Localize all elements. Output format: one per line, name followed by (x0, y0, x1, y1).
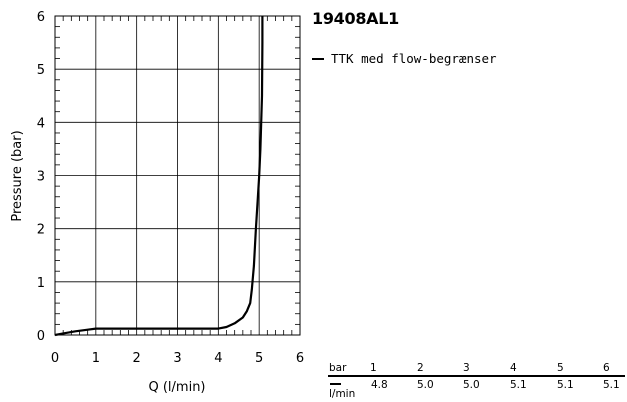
y-tick-labels: 0 1 2 3 4 5 6 (37, 10, 45, 344)
x-tick-label: 6 (296, 351, 304, 366)
table-unit-label: l/min (329, 388, 356, 400)
y-tick-label: 3 (37, 170, 45, 185)
x-tick-label: 5 (255, 351, 263, 366)
y-tick-label: 2 (37, 223, 45, 238)
legend-label: TTK med flow-begrænser (331, 51, 497, 66)
table-pressure-cell: 2 (417, 362, 424, 374)
table-flow-cell: 5.1 (557, 379, 574, 391)
x-tick-label: 1 (92, 351, 100, 366)
series-layer (54, 16, 264, 337)
table-pressure-cell: 1 (370, 362, 377, 374)
series-line (54, 16, 264, 337)
table-pressure-cell: 4 (510, 362, 517, 374)
table-flow-cell: 5.1 (510, 379, 527, 391)
table-flow-cell: 5.1 (603, 379, 620, 391)
x-tick-label: 3 (173, 351, 181, 366)
table-flow-cell: 4.8 (371, 379, 388, 391)
table-flow-cell: 5.0 (463, 379, 480, 391)
x-tick-label: 4 (214, 351, 222, 366)
table-series-swatch (330, 383, 341, 385)
pressure-flow-table: bar 1 2 3 4 5 6 4.8 5.0 5.0 5.1 5.1 5.1 … (328, 362, 625, 402)
table-header-label: bar (329, 362, 347, 374)
y-tick-label: 5 (37, 63, 45, 78)
table-pressure-cell: 3 (463, 362, 470, 374)
chart-title: 19408AL1 (312, 9, 399, 28)
plot-frame (54, 15, 301, 336)
x-tick-labels: 0 1 2 3 4 5 6 (51, 351, 304, 366)
y-tick-label: 0 (37, 329, 45, 344)
table-rule (328, 375, 625, 377)
table-pressure-cell: 5 (557, 362, 564, 374)
y-tick-label: 1 (37, 276, 45, 291)
y-tick-label: 4 (37, 116, 45, 131)
x-tick-label: 2 (133, 351, 141, 366)
legend: TTK med flow-begrænser (312, 51, 497, 66)
x-axis-label: Q (l/min) (148, 380, 205, 395)
y-tick-label: 6 (37, 10, 45, 25)
y-axis-label: Pressure (bar) (10, 130, 25, 221)
x-tick-label: 0 (51, 351, 59, 366)
table-pressure-cell: 6 (603, 362, 610, 374)
table-flow-cell: 5.0 (417, 379, 434, 391)
legend-swatch (312, 57, 324, 60)
